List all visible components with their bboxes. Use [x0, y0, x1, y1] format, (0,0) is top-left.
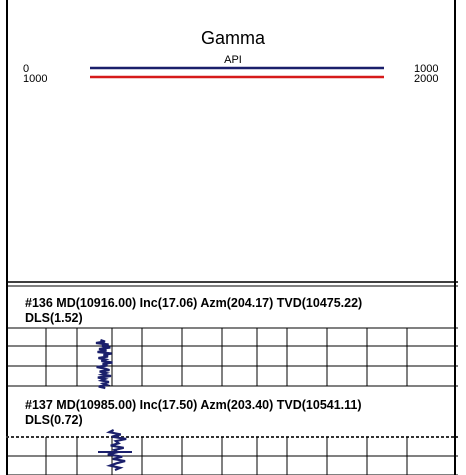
survey-137-line-1: #137 MD(10985.00) Inc(17.50) Azm(203.40)… [25, 398, 362, 412]
grid-panel-lower [6, 436, 458, 475]
grid-panel-upper [6, 327, 458, 387]
gamma-curve-upper [95, 338, 113, 390]
log-track-frame [6, 0, 456, 475]
gamma-curve-line [95, 338, 113, 390]
track-2-right-value: 2000 [414, 73, 439, 85]
gamma-curve-line [105, 429, 127, 472]
track-2-left-value: 1000 [23, 73, 48, 85]
track-1-right-value: 1000 [414, 63, 439, 75]
survey-annotation-136: #136 MD(10916.00) Inc(17.06) Azm(204.17)… [25, 296, 362, 326]
gamma-log-plot [6, 66, 458, 475]
survey-annotation-137: #137 MD(10985.00) Inc(17.50) Azm(203.40)… [25, 398, 362, 428]
chart-title: Gamma [200, 28, 265, 48]
gamma-curve-lower [98, 429, 132, 472]
track-1-left-value: 0 [23, 63, 30, 75]
chart-unit: API [224, 54, 242, 66]
survey-137-line-2: DLS(0.72) [25, 413, 83, 427]
survey-136-line-2: DLS(1.52) [25, 311, 83, 325]
survey-136-line-1: #136 MD(10916.00) Inc(17.06) Azm(204.17)… [25, 296, 363, 310]
